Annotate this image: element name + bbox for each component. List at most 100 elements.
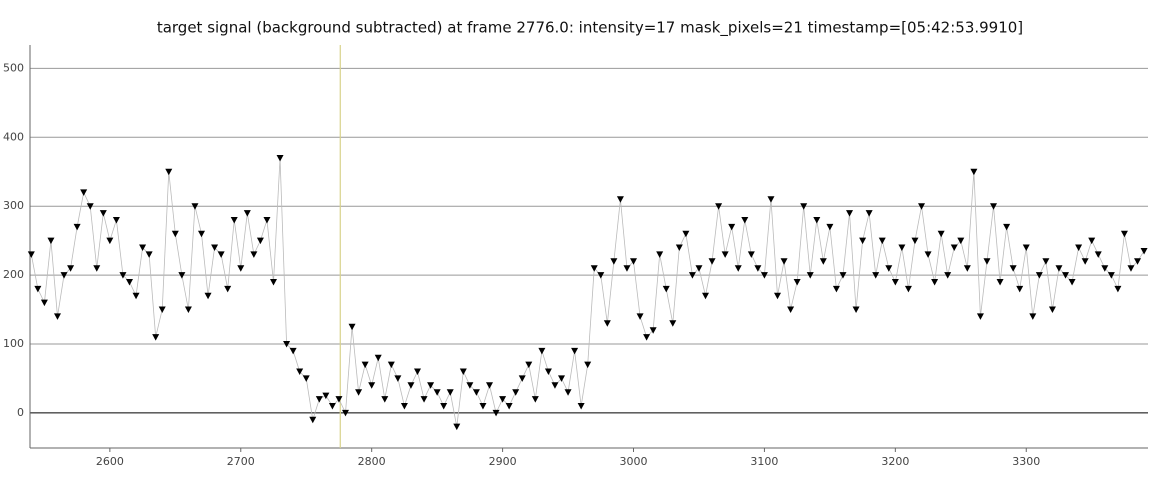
point (394, 375, 402, 382)
point (577, 402, 585, 410)
point (1120, 230, 1128, 238)
point (1016, 285, 1024, 293)
point (361, 361, 369, 369)
point (171, 230, 179, 238)
point (178, 272, 186, 279)
point (197, 230, 205, 238)
point (1075, 244, 1083, 252)
point (119, 272, 127, 279)
point (911, 237, 919, 245)
point (309, 416, 317, 424)
point (1035, 272, 1043, 279)
point (1081, 258, 1089, 265)
point (793, 278, 801, 286)
point (132, 292, 140, 300)
point (191, 203, 199, 210)
y-tick-label: 100 (3, 337, 24, 350)
point (184, 306, 192, 314)
point (1068, 278, 1076, 286)
point (53, 313, 61, 320)
point (643, 334, 651, 341)
point (885, 265, 893, 272)
point (1107, 272, 1115, 279)
point (826, 223, 834, 231)
point (67, 265, 75, 272)
point (230, 216, 238, 224)
point (590, 265, 598, 272)
point (342, 409, 350, 417)
plot-area (30, 45, 1148, 448)
point (957, 237, 965, 245)
point (250, 251, 258, 258)
point (924, 251, 932, 258)
point (832, 285, 840, 293)
point (112, 216, 120, 224)
point (806, 272, 814, 279)
point (224, 285, 232, 293)
point (381, 396, 389, 403)
point (368, 382, 376, 389)
point (551, 382, 559, 389)
point (872, 272, 880, 279)
x-tick-label: 2700 (227, 455, 255, 468)
point (165, 168, 173, 176)
point (355, 389, 363, 396)
point (296, 368, 304, 376)
point (990, 203, 998, 210)
point (898, 244, 906, 252)
point (387, 361, 395, 369)
point (420, 396, 428, 403)
x-tick-label: 3000 (620, 455, 648, 468)
point (819, 258, 827, 265)
point (1029, 313, 1037, 320)
point (878, 237, 886, 245)
point (440, 402, 448, 410)
point (531, 396, 539, 403)
point (918, 203, 926, 210)
point (636, 313, 644, 320)
point (976, 313, 984, 320)
point (479, 402, 487, 410)
point (139, 244, 147, 252)
point (623, 265, 631, 272)
point (564, 389, 572, 396)
point (152, 334, 160, 341)
point (73, 223, 81, 231)
point (106, 237, 114, 245)
point (1088, 237, 1096, 245)
x-tick-label: 2800 (358, 455, 386, 468)
point (459, 368, 467, 376)
point (47, 237, 55, 245)
point (348, 323, 356, 331)
x-tick-label: 3100 (750, 455, 778, 468)
point (760, 272, 768, 279)
point (374, 354, 382, 362)
point (1094, 251, 1102, 258)
point (603, 320, 611, 327)
point (1114, 285, 1122, 293)
point (682, 230, 690, 238)
point (669, 320, 677, 327)
point (1022, 244, 1030, 252)
point (702, 292, 710, 300)
point (1140, 247, 1148, 255)
point (937, 230, 945, 238)
point (813, 216, 821, 224)
point (40, 299, 48, 307)
point (630, 258, 638, 265)
point (427, 382, 435, 389)
point (518, 375, 526, 382)
point (675, 244, 683, 252)
point (263, 216, 271, 224)
point (538, 347, 546, 355)
point (335, 396, 343, 403)
point (721, 251, 729, 258)
point (60, 272, 68, 279)
point (315, 396, 323, 403)
point (571, 347, 579, 355)
point (505, 402, 513, 410)
point (1127, 265, 1135, 272)
point (963, 265, 971, 272)
point (1003, 223, 1011, 231)
point (708, 258, 716, 265)
